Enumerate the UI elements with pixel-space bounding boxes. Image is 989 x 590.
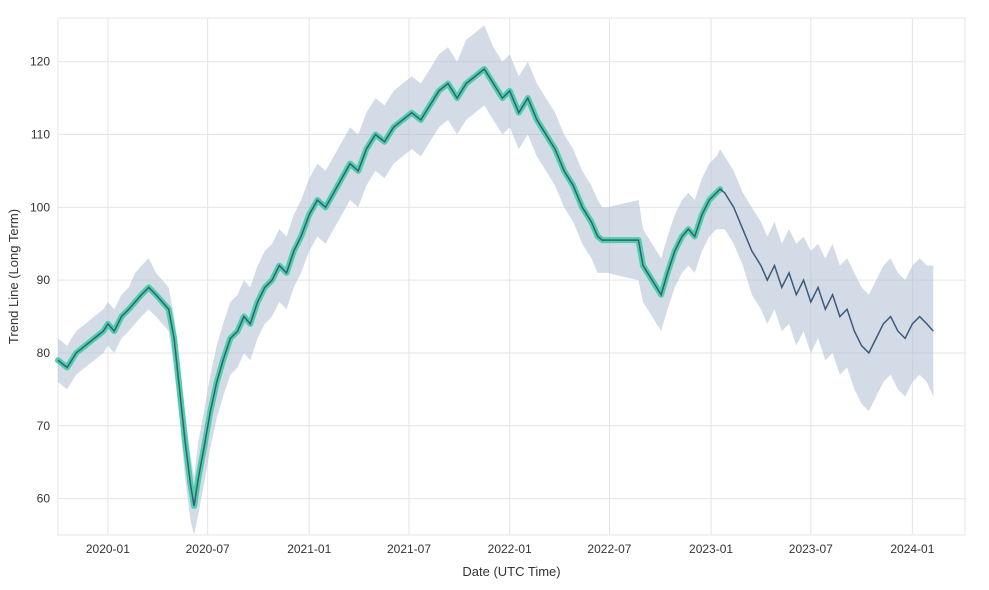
x-tick-label: 2020-07 [186,542,230,556]
x-axis-label: Date (UTC Time) [462,564,560,579]
y-tick-label: 60 [37,492,51,506]
x-tick-label: 2022-01 [488,542,532,556]
x-tick-label: 2023-07 [789,542,833,556]
x-tick-label: 2022-07 [587,542,631,556]
y-tick-label: 90 [37,273,51,287]
y-tick-label: 110 [31,128,50,142]
chart-svg: 60 70 80 90 100 110 120 2020-01 2020-07 2021-01 20… [0,0,989,590]
y-tick-label: 100 [30,200,50,214]
y-tick-label: 70 [37,419,51,433]
x-tick-label: 2021-07 [387,542,431,556]
x-tick-label: 2024-01 [890,542,934,556]
trend-chart: 60 70 80 90 100 110 120 2020-01 2020-07 2021-01 20… [0,0,989,590]
y-tick-label: 80 [37,346,51,360]
x-tick-label: 2021-01 [287,542,331,556]
y-axis-label: Trend Line (Long Term) [6,209,21,344]
x-tick-label: 2020-01 [86,542,130,556]
y-tick-label: 120 [30,55,50,69]
x-tick-label: 2023-01 [689,542,733,556]
